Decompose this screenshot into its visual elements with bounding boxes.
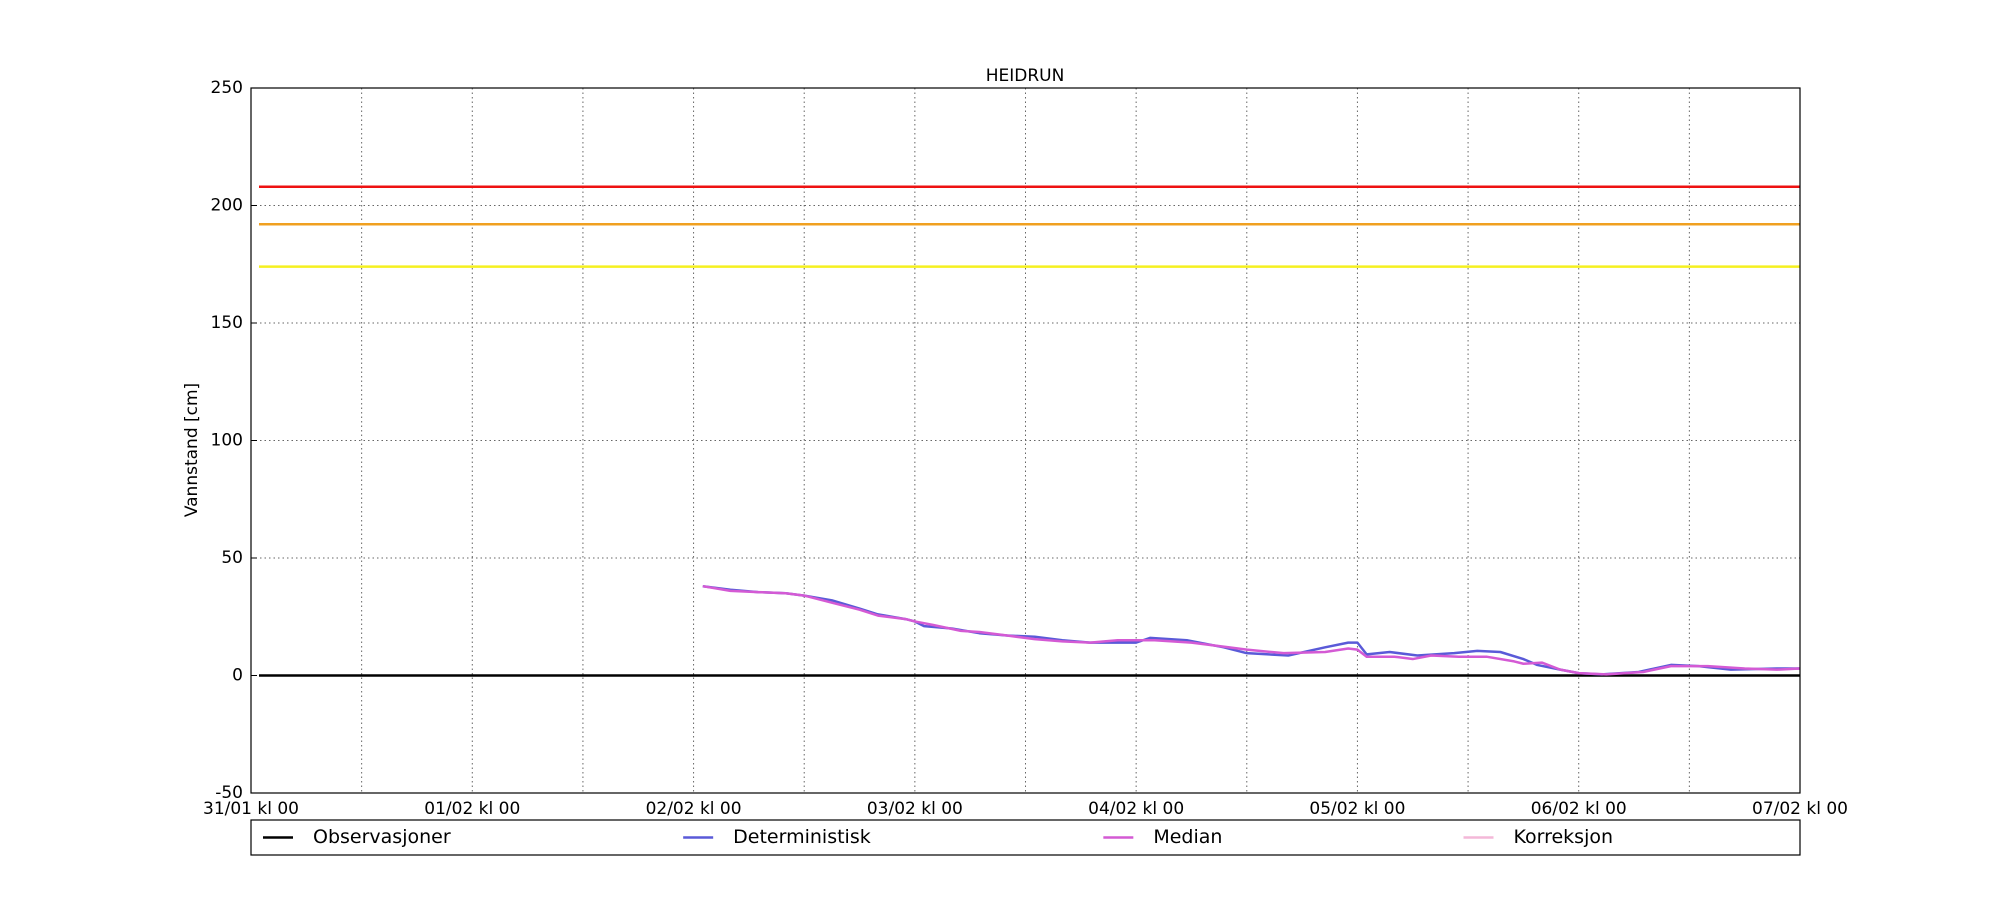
chart-title: HEIDRUN	[986, 66, 1065, 86]
y-tick-label: 250	[211, 78, 243, 98]
x-tick-label: 04/02 kl 00	[1088, 799, 1184, 819]
y-tick-label: 100	[211, 431, 243, 451]
x-tick-label: 01/02 kl 00	[424, 799, 520, 819]
x-tick-label: 31/01 kl 00	[203, 799, 299, 819]
legend-label: Observasjoner	[313, 826, 451, 848]
series-line	[702, 584, 1800, 676]
y-tick-label: 200	[211, 196, 243, 216]
y-tick-label: 0	[232, 666, 243, 686]
x-tick-label: 02/02 kl 00	[646, 799, 742, 819]
legend-frame	[250, 819, 1801, 856]
x-tick-label: 07/02 kl 00	[1752, 799, 1848, 819]
x-tick-label: 06/02 kl 00	[1531, 799, 1627, 819]
y-tick-label: -50	[215, 783, 243, 803]
legend-label: Deterministisk	[733, 826, 871, 848]
y-axis-label: Vannstand [cm]	[182, 383, 202, 517]
series-line	[702, 584, 1801, 676]
y-tick-label: 50	[221, 548, 243, 568]
x-tick-label: 05/02 kl 00	[1309, 799, 1405, 819]
y-tick-label: 150	[211, 313, 243, 333]
legend-label: Korreksjon	[1513, 826, 1613, 848]
legend-label: Median	[1153, 826, 1222, 848]
x-tick-label: 03/02 kl 00	[867, 799, 963, 819]
plot-frame	[250, 87, 1801, 794]
